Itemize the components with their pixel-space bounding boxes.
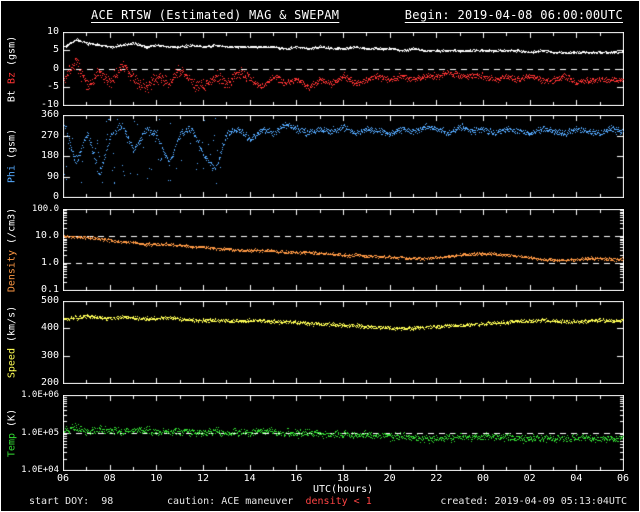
chart-title: ACE RTSW (Estimated) MAG & SWEPAM [91,8,340,22]
mag-y-axis-label: Bt Bz (gsm) [7,35,18,101]
x-tick-label: 16 [290,473,303,484]
x-tick-label: 02 [523,473,536,484]
chart-begin-time: Begin: 2019-04-08 06:00:00UTC [404,8,623,22]
mag-y-axis-label-part: Bt [6,83,18,102]
x-tick-label: 14 [243,473,256,484]
caution-label: caution: [167,496,216,507]
density-ytick-label: 10.0 [34,230,59,241]
density-ytick-label: 0.1 [40,284,59,295]
caution-density: density < 1 [305,496,372,507]
temp-y-axis-label-part: (K) [6,408,18,427]
speed-y-axis-label: Speed (km/s) [7,306,18,378]
density-ytick-label: 1.0 [40,257,59,268]
x-tick-label: 22 [430,473,443,484]
footer-caution: caution: ACE maneuver density < 1 [167,496,372,507]
speed-ytick-label: 200 [40,377,59,388]
mag-y-axis-label-part: Bz [6,65,18,84]
speed-y-axis-label-part: (km/s) [6,305,18,342]
density-y-axis-label-part: (/cm3) [6,207,18,244]
phi-ytick-label: 0 [52,191,59,202]
caution-maneuver: ACE maneuver [221,496,294,507]
speed-ytick-label: 300 [40,349,59,361]
x-tick-label: 06 [56,473,70,484]
phi-ytick-label: 360 [40,109,59,120]
temp-ytick-label: 1.0E+04 [21,465,59,475]
density-y-axis-label: Density (/cm3) [7,207,18,291]
mag-ytick-label: 0 [52,62,59,74]
mag-ytick-label: 5 [52,44,59,56]
x-tick-label: 08 [103,473,116,484]
footer-start-doy: start DOY: 98 [29,496,113,507]
x-tick-label: 12 [196,473,210,484]
speed-ytick-label: 400 [40,322,59,334]
phi-y-axis-label-part: (gsm) [6,128,18,160]
density-y-axis-label-part: Density [6,243,18,292]
temp-y-axis-label-part: Temp [6,426,18,457]
x-tick-label: 18 [336,473,350,484]
phi-ytick-label: 90 [46,170,59,182]
start-doy-value: 98 [101,496,114,507]
phi-panel-canvas [63,115,624,198]
density-panel-canvas [63,209,624,291]
density-ytick-label: 100.0 [31,204,59,214]
speed-ytick-label: 500 [40,295,59,306]
phi-ytick-label: 180 [40,150,59,161]
mag-panel-canvas [63,32,624,106]
mag-ytick-label: -5 [46,80,59,92]
temp-panel-canvas [63,395,624,471]
mag-y-axis-label-part: (gsm) [6,35,18,66]
footer-created: created: 2019-04-09 05:13:04UTC [440,496,627,507]
phi-y-axis-label: Phi (gsm) [7,129,18,183]
mag-ytick-label: -10 [40,99,59,110]
speed-y-axis-label-part: Speed [6,342,18,379]
x-tick-label: 04 [570,473,583,484]
speed-panel-canvas [63,301,624,384]
temp-y-axis-label: Temp (K) [7,408,18,456]
temp-ytick-label: 1.0E+05 [21,427,59,438]
x-tick-label: 20 [383,473,396,484]
x-tick-label: 06 [616,473,630,484]
phi-ytick-label: 270 [40,129,59,141]
x-axis-label: UTC(hours) [313,484,374,495]
mag-ytick-label: 10 [46,26,59,37]
x-tick-label: 00 [476,473,490,484]
x-tick-label: 10 [150,473,163,484]
start-doy-label: start DOY: [29,496,90,507]
temp-ytick-label: 1.0E+06 [21,390,59,400]
phi-y-axis-label-part: Phi [6,159,18,184]
